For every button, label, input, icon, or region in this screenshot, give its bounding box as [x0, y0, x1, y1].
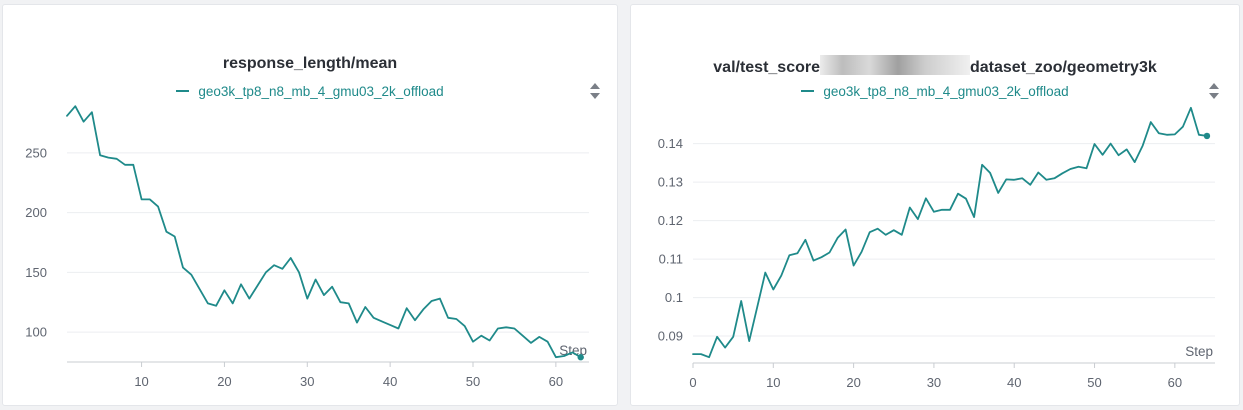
- chart-title-suffix: dataset_zoo/geometry3k: [970, 59, 1157, 76]
- line-chart-plot: 0.09 0.1 0.11 0.12 0.13 0.14 0 10 20 30 40 50 60 Step: [658, 106, 1215, 390]
- chart-legend[interactable]: geo3k_tp8_n8_mb_4_gmu03_2k_offload: [631, 84, 1239, 99]
- x-tick-label: 10: [766, 375, 780, 390]
- chart-panel-response-length: response_length/mean geo3k_tp8_n8_mb_4_g…: [2, 4, 618, 406]
- legend-swatch: [176, 90, 190, 93]
- x-tick-label: 60: [1168, 375, 1182, 390]
- x-tick-label: 50: [466, 374, 480, 389]
- y-tick-label: 0.09: [658, 329, 683, 344]
- y-tick-label: 200: [25, 205, 47, 220]
- x-tick-label: 30: [300, 374, 314, 389]
- chart-title-prefix: val/test_score: [713, 59, 820, 76]
- y-tick-label: 0.12: [658, 213, 683, 228]
- y-tick-label: 0.13: [658, 175, 683, 190]
- x-tick-label: 50: [1087, 375, 1101, 390]
- x-tick-label: 10: [134, 374, 148, 389]
- y-tick-label: 150: [25, 265, 47, 280]
- chart-title: response_length/mean: [222, 55, 398, 72]
- y-tick-label: 250: [25, 145, 47, 160]
- y-tick-label: 0.1: [665, 290, 683, 305]
- chart-panel-test-score: val/test_score dataset_zoo/geometry3k geo…: [630, 4, 1240, 406]
- data-point: [1203, 132, 1211, 140]
- y-tick-label: 0.14: [658, 136, 683, 151]
- x-axis-title: Step: [1185, 344, 1213, 359]
- sort-toggle-icon[interactable]: [1209, 83, 1219, 99]
- legend-label: geo3k_tp8_n8_mb_4_gmu03_2k_offload: [823, 84, 1069, 99]
- x-tick-label: 0: [689, 375, 696, 390]
- sort-toggle-icon[interactable]: [590, 83, 600, 99]
- x-tick-label: 20: [217, 374, 231, 389]
- y-tick-label: 100: [25, 325, 47, 340]
- y-tick-label: 0.11: [659, 252, 683, 267]
- chart-title: val/test_score dataset_zoo/geometry3k: [631, 55, 1239, 77]
- x-tick-label: 60: [549, 374, 563, 389]
- x-tick-label: 40: [1007, 375, 1021, 390]
- series-line: [692, 106, 1208, 359]
- series-line: [66, 105, 582, 359]
- chart-legend[interactable]: geo3k_tp8_n8_mb_4_gmu03_2k_offload: [3, 84, 617, 99]
- title-redaction-blur: [820, 55, 970, 75]
- x-tick-label: 30: [927, 375, 941, 390]
- data-point: [577, 354, 584, 361]
- legend-label: geo3k_tp8_n8_mb_4_gmu03_2k_offload: [198, 84, 444, 99]
- x-tick-label: 40: [383, 374, 397, 389]
- legend-swatch: [801, 90, 815, 93]
- x-tick-label: 20: [846, 375, 860, 390]
